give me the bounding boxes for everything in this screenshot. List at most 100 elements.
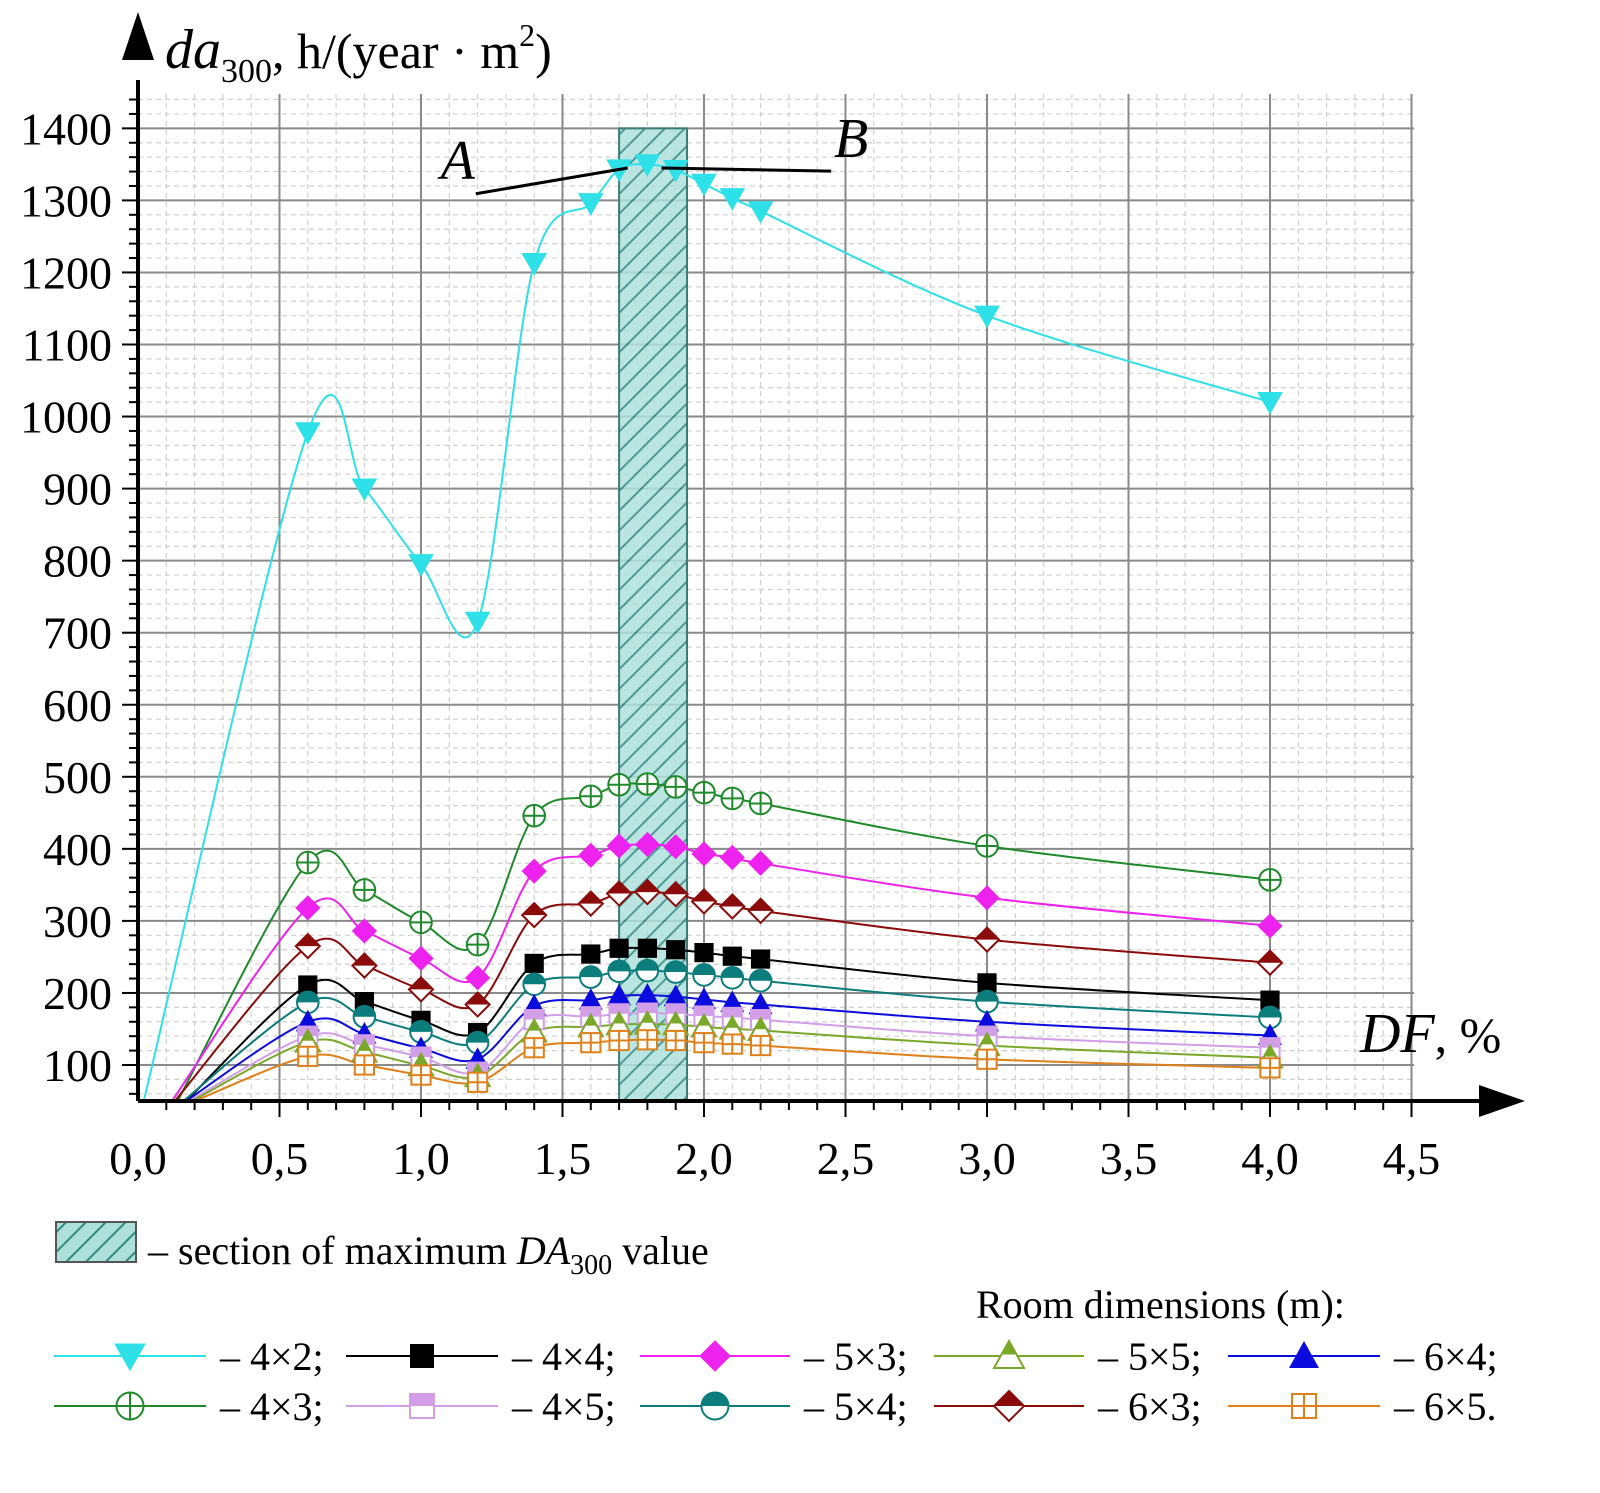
data-point (973, 926, 1001, 954)
legend-entry: – 6×3; (934, 1384, 1202, 1429)
data-point (719, 188, 746, 211)
x-tick-label: 2,0 (675, 1133, 733, 1184)
data-point (692, 963, 716, 987)
legend-marker (1289, 1341, 1319, 1368)
data-point (692, 987, 716, 1010)
data-point (720, 990, 745, 1012)
data-point (691, 841, 717, 867)
x-tick-label: 2,5 (817, 1133, 875, 1184)
x-axis-title: DF, % (1359, 1003, 1501, 1065)
legend-band-text-sub: 300 (570, 1250, 612, 1281)
y-axis-title-close: ) (535, 23, 552, 79)
data-point (352, 878, 377, 902)
data-point (609, 938, 629, 958)
data-point (352, 1004, 377, 1029)
data-point (663, 984, 688, 1007)
data-point (608, 1029, 630, 1052)
legend-marker (699, 1340, 731, 1372)
data-point (975, 834, 999, 858)
x-tick-label: 4,5 (1383, 1133, 1441, 1184)
data-point (581, 944, 601, 964)
data-point (577, 193, 604, 216)
y-axis-title: da300, h/(year · m2) (165, 17, 552, 90)
x-axis-title-var: DF (1359, 1003, 1435, 1065)
data-point (722, 946, 742, 966)
legend-band-text-var: DA (516, 1228, 571, 1273)
data-point (522, 972, 547, 997)
data-point (408, 945, 434, 971)
legend-room-title: Room dimensions (m): (976, 1282, 1345, 1327)
legend-entry: – 6×4; (1228, 1334, 1498, 1379)
legend-label: – 4×3; (219, 1384, 324, 1429)
y-tick-label: 1400 (20, 103, 112, 154)
data-point (691, 173, 717, 197)
data-point (636, 1029, 658, 1051)
x-axis-arrow (1479, 1085, 1525, 1117)
y-tick-label: 200 (43, 968, 112, 1019)
data-point (635, 958, 660, 983)
legend-marker (1291, 1393, 1317, 1419)
y-tick-label: 1300 (20, 175, 112, 226)
y-tick-label: 1000 (20, 392, 112, 443)
data-point (1259, 1057, 1281, 1079)
data-point (750, 1034, 772, 1057)
legend-marker (992, 1389, 1026, 1423)
data-point (296, 850, 320, 875)
data-point (353, 1054, 375, 1076)
annotation-label: A (437, 130, 476, 192)
data-point (720, 786, 745, 811)
y-axis-title-rest: , h/(year · m (272, 23, 519, 79)
data-point (663, 960, 688, 984)
data-point (975, 989, 999, 1014)
data-point (977, 973, 997, 993)
x-tick-label: 0,5 (251, 1133, 309, 1184)
legend-entry: – 5×3; (640, 1334, 908, 1379)
series-line (188, 1012, 1271, 1101)
data-point (410, 1064, 432, 1086)
legend-marker (992, 1338, 1026, 1369)
data-point (294, 932, 322, 960)
data-point (522, 803, 547, 828)
data-point (521, 858, 547, 884)
data-point (694, 943, 714, 963)
data-point (409, 910, 433, 935)
data-point (693, 1032, 715, 1054)
data-point (720, 966, 745, 990)
legend-marker (409, 1393, 435, 1419)
y-tick-label: 1100 (22, 320, 112, 371)
annotation-leader (475, 166, 628, 196)
data-point (1258, 868, 1282, 892)
x-tick-label: 0,0 (109, 1133, 167, 1184)
y-tick-label: 900 (43, 464, 112, 515)
legend-label: – 4×2; (219, 1334, 324, 1379)
data-point (605, 880, 633, 907)
data-point (974, 885, 1000, 911)
data-point (350, 952, 378, 979)
legend-label: – 6×5. (1393, 1384, 1497, 1429)
y-tick-label: 300 (43, 896, 112, 947)
data-point (663, 775, 688, 799)
data-point (1257, 913, 1283, 939)
data-point (1260, 990, 1280, 1010)
data-point (1256, 949, 1284, 977)
tick-labels: 0,0 0,5 1,0 1,5 2,0 2,5 3,0 3,5 4,0 4,5 100 200 300 4… (20, 103, 1440, 1184)
data-point (407, 975, 435, 1003)
legend-entry: – 4×3; (54, 1384, 324, 1429)
annotation-leader (661, 166, 832, 173)
data-point (351, 918, 377, 944)
data-point (747, 897, 775, 925)
data-point (748, 992, 773, 1015)
data-point (662, 160, 689, 183)
data-point (635, 983, 660, 1005)
data-point (607, 983, 632, 1006)
legend-marker (700, 1391, 730, 1421)
y-tick-label: 1200 (20, 247, 112, 298)
data-point (467, 1071, 489, 1093)
data-point (607, 959, 631, 984)
y-axis-title-sub: 300 (221, 53, 272, 90)
x-tick-label: 3,5 (1100, 1133, 1158, 1184)
legend-entry: – 4×4; (346, 1334, 616, 1379)
axes (122, 12, 1525, 1117)
